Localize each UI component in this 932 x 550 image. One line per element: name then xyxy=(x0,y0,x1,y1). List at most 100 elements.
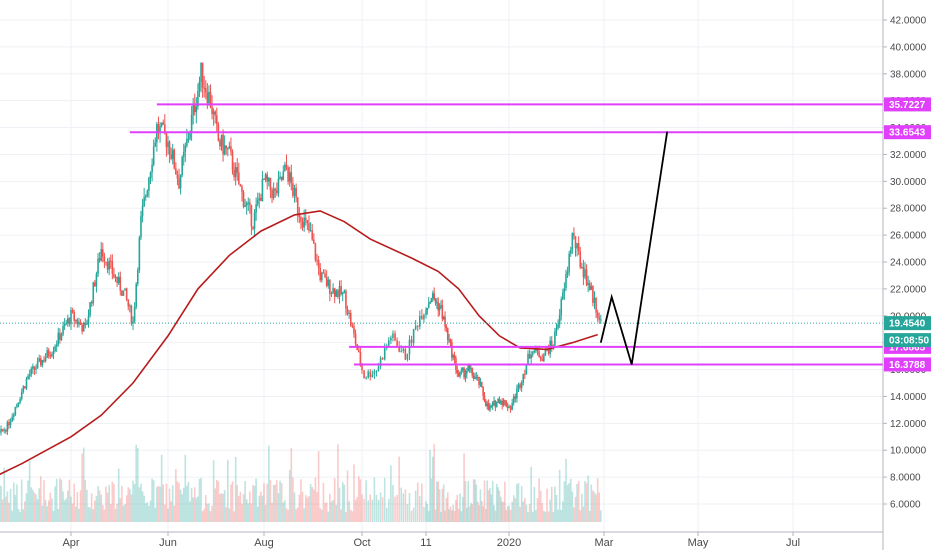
volume-bar xyxy=(598,492,601,522)
volume-bar xyxy=(211,505,213,522)
candle-body xyxy=(49,355,52,357)
candle-body xyxy=(475,377,478,379)
volume-bar xyxy=(44,499,47,522)
volume-bar xyxy=(410,510,413,522)
volume-bar xyxy=(432,456,434,522)
volume-bar xyxy=(335,504,338,522)
candle-body xyxy=(445,326,448,329)
volume-bar xyxy=(59,478,61,522)
candle-body xyxy=(253,212,256,229)
volume-bar xyxy=(261,495,264,522)
volume-bar xyxy=(41,505,44,522)
volume-bar xyxy=(292,477,294,522)
candle-body xyxy=(73,312,75,321)
candle-body xyxy=(285,164,288,168)
candle-body xyxy=(478,377,480,385)
candle-body xyxy=(527,353,529,365)
y-tick-label: 26.0000 xyxy=(890,231,927,242)
candle-body xyxy=(398,346,400,352)
candle-body xyxy=(340,285,342,295)
price-scale[interactable]: 42.000040.000038.000036.000034.000032.00… xyxy=(882,0,927,550)
volume-bar xyxy=(325,502,328,522)
candle-body xyxy=(238,172,240,185)
candle-body xyxy=(125,288,128,300)
volume-bar xyxy=(102,504,104,522)
candle-body xyxy=(103,256,106,262)
volume-bar xyxy=(300,479,302,522)
volume-bar xyxy=(54,486,56,522)
candle-body xyxy=(71,310,74,313)
volume-bar xyxy=(271,502,273,522)
volume-bar xyxy=(367,500,369,522)
volume-bar xyxy=(456,494,459,522)
candle-body xyxy=(555,328,558,332)
volume-bar xyxy=(103,509,106,522)
candle-body xyxy=(522,373,525,383)
volume-bar xyxy=(258,495,261,522)
candle-body xyxy=(247,202,250,204)
candle-body xyxy=(165,133,168,148)
time-scale[interactable]: Apr Jun Aug Oct 11 2020 Mar May Jul xyxy=(0,531,883,549)
candle-body xyxy=(74,319,77,321)
volume-bar xyxy=(504,481,506,522)
volume-bar xyxy=(70,496,72,522)
volume-bar xyxy=(565,458,567,522)
candle-body xyxy=(436,302,438,304)
volume-bar xyxy=(98,490,101,522)
volume-bar xyxy=(225,507,228,522)
volume-bar xyxy=(448,509,450,522)
level-price-tag: 33.6543 xyxy=(889,128,926,139)
candle-body xyxy=(306,220,309,224)
volume-bar xyxy=(438,489,441,522)
volume-bar xyxy=(472,479,475,522)
volume-bar xyxy=(238,495,240,522)
projection-path[interactable] xyxy=(599,131,669,365)
volume-bar xyxy=(144,503,147,522)
volume-bar xyxy=(579,510,582,522)
volume-bar xyxy=(179,489,182,522)
candle-body xyxy=(453,355,456,359)
candle-body xyxy=(140,215,142,238)
candle-body xyxy=(354,333,357,345)
x-tick-label: Aug xyxy=(254,537,274,549)
candle-body xyxy=(135,283,137,307)
volume-bar xyxy=(560,509,563,522)
candle-body xyxy=(51,354,53,357)
candle-body xyxy=(520,382,523,388)
volume-bar xyxy=(105,486,107,522)
candle-body xyxy=(330,293,333,295)
volume-bar xyxy=(408,493,411,522)
volume-bar xyxy=(11,510,13,522)
candle-body xyxy=(268,177,270,182)
candle-body xyxy=(423,314,425,320)
volume-bar xyxy=(569,478,572,522)
candle-body xyxy=(39,358,42,366)
level-price-tag-bg xyxy=(884,125,931,140)
volume-bar xyxy=(313,489,315,522)
volume-bar xyxy=(189,501,191,522)
volume-bar xyxy=(250,503,253,522)
candle-body xyxy=(6,422,9,432)
volume-bar xyxy=(106,492,109,522)
volume-bars xyxy=(0,444,602,522)
volume-bar xyxy=(356,496,358,522)
projection-line[interactable] xyxy=(599,131,669,365)
candle-body xyxy=(295,188,297,198)
volume-bar xyxy=(524,498,526,522)
candle-body xyxy=(596,312,599,318)
volume-bar xyxy=(348,501,350,522)
candle-body xyxy=(79,322,82,325)
candle-body xyxy=(151,164,153,173)
horizontal-levels[interactable] xyxy=(129,103,883,366)
volume-bar xyxy=(165,483,168,522)
volume-bar xyxy=(427,510,430,522)
candle-body xyxy=(479,381,482,385)
candle-body xyxy=(114,276,117,278)
volume-bar xyxy=(117,468,120,522)
candle-body xyxy=(461,368,464,371)
candle-body xyxy=(156,124,158,143)
volume-bar xyxy=(25,493,28,522)
candle-body xyxy=(317,260,320,269)
volume-bar xyxy=(20,479,23,522)
